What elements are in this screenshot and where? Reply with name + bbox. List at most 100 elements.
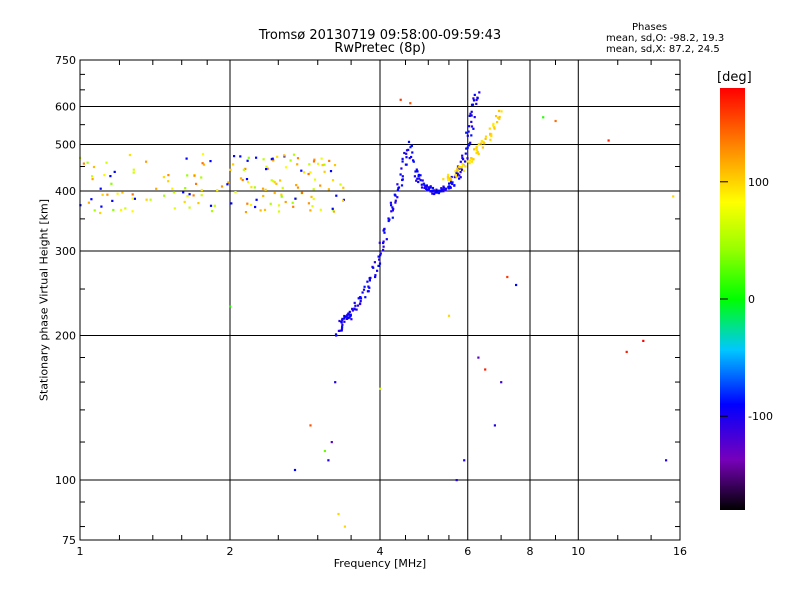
echo-point <box>373 261 376 264</box>
echo-point <box>275 182 278 185</box>
y-tick-label: 200 <box>55 330 76 343</box>
echo-point <box>468 162 471 165</box>
echo-point <box>209 204 213 207</box>
echo-point <box>265 168 268 171</box>
echo-point <box>132 168 135 171</box>
echo-point <box>309 424 312 427</box>
echo-point <box>473 116 476 119</box>
echo-point <box>416 170 419 173</box>
echo-point <box>447 185 450 188</box>
echo-point <box>396 183 399 186</box>
echo-point <box>359 297 363 300</box>
echo-point <box>383 227 386 230</box>
echo-point <box>442 188 445 191</box>
echo-point <box>446 177 450 180</box>
echo-point <box>468 125 471 128</box>
echo-point <box>607 139 610 142</box>
echo-point <box>396 196 399 199</box>
echo-point <box>255 198 258 201</box>
echo-point <box>87 201 90 204</box>
echo-point <box>462 164 465 167</box>
echo-point <box>273 181 276 184</box>
echo-point <box>472 99 476 102</box>
echo-point <box>350 318 353 321</box>
echo-point <box>388 218 391 221</box>
echo-point <box>466 134 469 137</box>
echo-point <box>332 210 336 213</box>
echo-point <box>396 189 399 192</box>
echo-point <box>367 290 370 293</box>
echo-point <box>263 208 267 211</box>
echo-point <box>109 175 112 178</box>
echo-point <box>294 197 297 200</box>
echo-point <box>449 181 453 184</box>
echo-point <box>472 158 475 161</box>
echo-point <box>145 198 148 201</box>
echo-point <box>401 175 404 178</box>
echo-point <box>443 189 446 192</box>
echo-point <box>296 157 300 160</box>
echo-point <box>185 157 188 160</box>
echo-point <box>493 127 496 130</box>
echo-point <box>283 154 286 157</box>
echo-point <box>116 192 119 195</box>
echo-point <box>319 208 322 211</box>
echo-point <box>249 203 253 207</box>
echo-point <box>353 301 356 304</box>
echo-point <box>335 194 338 197</box>
echo-point <box>331 179 335 182</box>
echo-point <box>407 148 410 151</box>
echo-point <box>273 191 276 195</box>
echo-point <box>192 194 195 197</box>
phases-heading: Phases <box>632 22 668 33</box>
echo-point <box>477 356 480 359</box>
echo-point <box>460 166 463 169</box>
echo-point <box>112 208 115 212</box>
echo-point <box>227 181 230 184</box>
y-tick-label: 300 <box>55 245 76 258</box>
echo-point <box>405 149 409 152</box>
echo-point <box>321 164 324 167</box>
echo-point <box>464 160 467 163</box>
echo-point <box>337 329 340 332</box>
y-tick-label: 600 <box>55 101 76 114</box>
echo-point <box>392 207 395 210</box>
echo-point <box>459 160 462 163</box>
echo-point <box>155 187 158 190</box>
echo-point <box>239 155 242 158</box>
echo-point <box>229 305 232 308</box>
echo-point <box>542 116 545 119</box>
echo-point <box>340 327 344 330</box>
echo-point <box>233 155 236 158</box>
echo-point <box>489 132 492 135</box>
echo-point <box>363 285 366 288</box>
echo-point <box>453 184 456 187</box>
echo-point <box>106 193 109 196</box>
echo-point <box>393 193 396 196</box>
echo-point <box>334 333 338 336</box>
colorbar-unit-label: [deg] <box>717 70 752 85</box>
echo-point <box>162 176 165 179</box>
echo-point <box>128 153 131 157</box>
echo-point <box>488 127 491 130</box>
echo-point <box>303 171 306 174</box>
echo-point <box>394 201 397 204</box>
echo-point <box>460 168 464 171</box>
echo-point <box>419 174 422 177</box>
echo-point <box>383 231 386 234</box>
echo-point <box>364 296 367 299</box>
echo-point <box>367 285 370 288</box>
echo-point <box>418 177 421 180</box>
y-tick-label: 400 <box>55 185 76 198</box>
echo-point <box>445 187 448 190</box>
echo-point <box>475 98 478 102</box>
echo-point <box>484 137 487 140</box>
echo-point <box>348 310 351 313</box>
echo-point <box>379 252 382 255</box>
echo-point <box>313 178 317 181</box>
echo-point <box>459 176 462 179</box>
echo-point <box>121 191 124 194</box>
echo-point <box>353 308 356 311</box>
echo-point <box>132 171 135 174</box>
